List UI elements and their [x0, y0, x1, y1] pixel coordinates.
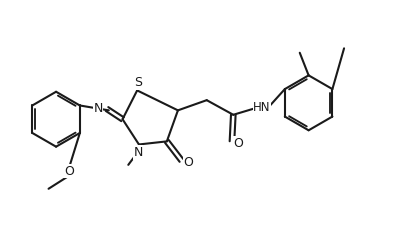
Text: N: N — [94, 102, 103, 115]
Text: N: N — [133, 146, 143, 159]
Text: HN: HN — [253, 101, 271, 114]
Text: O: O — [233, 137, 243, 150]
Text: O: O — [64, 165, 74, 178]
Text: O: O — [184, 156, 193, 169]
Text: S: S — [134, 76, 142, 89]
